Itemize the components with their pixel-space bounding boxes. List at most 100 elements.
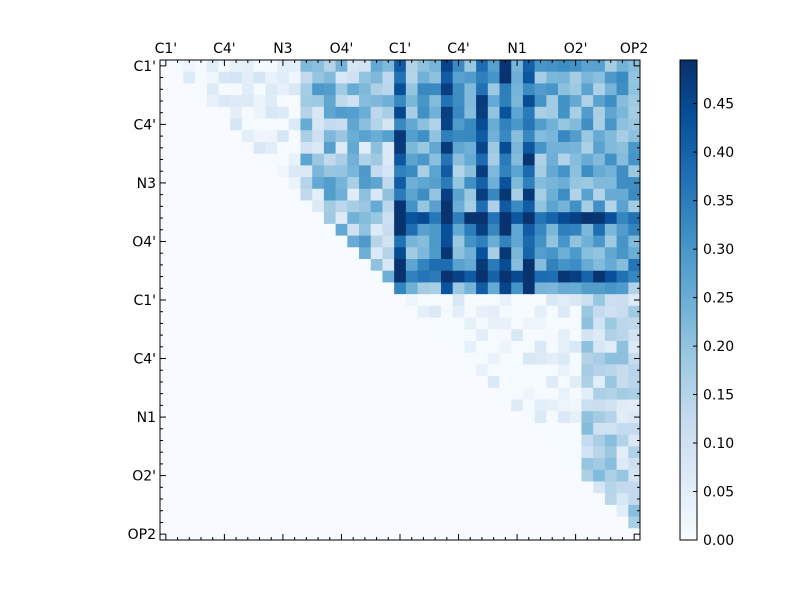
heatmap-cell (534, 305, 547, 318)
heatmap-cell (429, 376, 442, 389)
heatmap-cell (206, 223, 219, 237)
heatmap-cell (581, 364, 594, 377)
heatmap-cell (241, 188, 255, 201)
heatmap-cell (546, 504, 559, 517)
heatmap-cell (300, 247, 313, 260)
heatmap-cell (405, 352, 418, 365)
heatmap-cell (546, 188, 559, 201)
heatmap-cell (581, 340, 594, 354)
heatmap-cell (534, 259, 547, 272)
heatmap-cell (230, 71, 243, 84)
heatmap-cell (581, 317, 594, 330)
heatmap-cell (534, 60, 547, 73)
heatmap-cell (312, 200, 325, 213)
heatmap-cell (370, 469, 383, 482)
heatmap-cell (593, 95, 606, 108)
heatmap-cell (464, 516, 477, 529)
heatmap-cell (546, 235, 559, 248)
heatmap-cell (593, 71, 606, 84)
heatmap-cell (440, 247, 454, 260)
heatmap-cell (476, 282, 489, 295)
heatmap-cell (277, 177, 290, 190)
heatmap-cell (405, 130, 418, 143)
heatmap-cell (218, 223, 231, 237)
heatmap-cell (452, 399, 465, 412)
heatmap-cell (405, 305, 418, 318)
colorbar-tick-label: 0.05 (703, 485, 734, 501)
heatmap-cell (171, 223, 184, 237)
heatmap-cell (347, 259, 360, 272)
heatmap-cell (265, 118, 278, 131)
heatmap-cell (487, 223, 500, 237)
heatmap-cell (604, 71, 617, 84)
heatmap-cell (160, 282, 173, 295)
heatmap-cell (417, 106, 430, 119)
heatmap-cell (569, 212, 582, 225)
heatmap-cell (195, 294, 208, 307)
heatmap-cell (452, 352, 465, 365)
heatmap-cell (534, 270, 547, 283)
heatmap-cell (558, 493, 571, 506)
heatmap-cell (370, 528, 383, 541)
heatmap-cell (604, 259, 617, 272)
heatmap-cell (487, 493, 500, 506)
heatmap-cell (323, 434, 337, 447)
heatmap-cell (265, 294, 278, 307)
heatmap-cell (230, 294, 243, 307)
heatmap-cell (394, 317, 407, 330)
heatmap-cell (546, 493, 559, 506)
heatmap-cell (405, 340, 418, 354)
heatmap-cell (546, 434, 559, 447)
heatmap-cell (394, 200, 407, 213)
heatmap-cell (628, 212, 641, 225)
heatmap-cell (195, 481, 208, 494)
heatmap-cell (522, 153, 536, 166)
heatmap-cell (335, 71, 348, 84)
heatmap-cell (382, 446, 395, 459)
heatmap-cell (487, 60, 500, 73)
heatmap-cell (581, 387, 594, 400)
heatmap-cell (359, 177, 372, 190)
heatmap-cell (218, 376, 231, 389)
heatmap-cell (558, 422, 571, 436)
heatmap-cell (183, 259, 196, 272)
heatmap-cell (417, 387, 430, 400)
heatmap-cell (417, 153, 430, 166)
heatmap-cell (265, 235, 278, 248)
heatmap-cell (218, 504, 231, 517)
heatmap-cell (265, 411, 278, 424)
heatmap-cell (277, 329, 290, 342)
heatmap-cell (464, 71, 477, 84)
heatmap-cell (288, 270, 301, 283)
heatmap-cell (558, 516, 571, 529)
heatmap-cell (335, 434, 348, 447)
heatmap-cell (183, 340, 196, 354)
heatmap-cell (417, 504, 430, 517)
heatmap-cell (429, 493, 442, 506)
heatmap-cell (429, 200, 442, 213)
heatmap-cell (347, 434, 360, 447)
heatmap-cell (277, 446, 290, 459)
heatmap-cell (522, 294, 536, 307)
heatmap-cell (534, 130, 547, 143)
heatmap-cell (546, 71, 559, 84)
heatmap-cell (616, 259, 629, 272)
heatmap-cell (499, 481, 512, 494)
heatmap-cell (487, 247, 500, 260)
heatmap-cell (476, 270, 489, 283)
heatmap-cell (382, 364, 395, 377)
heatmap-cell (511, 83, 524, 96)
heatmap-cell (218, 235, 231, 248)
heatmap-cell (253, 83, 266, 96)
heatmap-cell (581, 212, 594, 225)
heatmap-cell (405, 434, 418, 447)
heatmap-cell (288, 188, 301, 201)
heatmap-cell (429, 247, 442, 260)
heatmap-cell (522, 481, 536, 494)
heatmap-cell (604, 516, 617, 529)
heatmap-cell (604, 200, 617, 213)
heatmap-cell (452, 305, 465, 318)
heatmap-cell (616, 364, 629, 377)
heatmap-cell (312, 422, 325, 436)
heatmap-cell (206, 165, 219, 178)
